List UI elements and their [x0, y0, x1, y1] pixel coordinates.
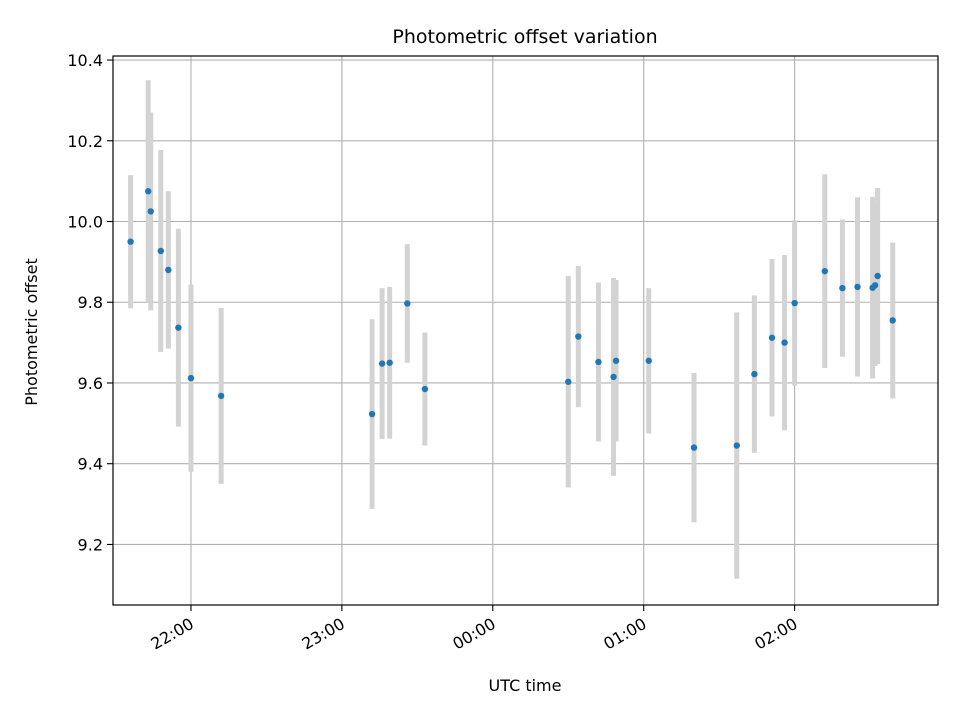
data-point: [871, 282, 879, 289]
x-axis-label: UTC time: [489, 676, 562, 695]
data-point: [145, 188, 152, 195]
data-point: [854, 283, 861, 291]
data-points: [127, 188, 896, 451]
y-tick-label: 10.2: [67, 132, 103, 151]
data-point: [821, 267, 829, 275]
data-point: [595, 358, 602, 366]
plot-frame: [112, 55, 939, 606]
data-point: [127, 238, 134, 245]
data-point: [404, 300, 411, 307]
y-tick-label: 10.4: [67, 51, 103, 70]
data-point: [368, 410, 376, 418]
data-point: [165, 266, 172, 274]
data-point: [187, 374, 195, 382]
data-point: [690, 444, 698, 451]
data-point: [147, 208, 154, 215]
y-tick-label: 9.8: [78, 293, 103, 312]
data-point: [575, 333, 582, 340]
data-point: [157, 247, 164, 255]
data-point: [874, 272, 881, 280]
data-point: [217, 392, 225, 400]
y-tick-label: 9.4: [78, 455, 103, 474]
data-point: [610, 373, 617, 381]
y-axis-label: Photometric offset: [22, 258, 41, 406]
y-tick-label: 10.0: [67, 213, 103, 232]
data-point: [421, 385, 429, 393]
y-tick-label: 9.6: [78, 374, 103, 393]
y-tick-label: 9.2: [78, 535, 103, 554]
data-point: [768, 334, 776, 341]
data-point: [839, 284, 846, 292]
data-point: [733, 442, 740, 449]
data-point: [791, 299, 798, 307]
data-point: [781, 339, 788, 346]
data-point: [175, 324, 182, 331]
data-point: [751, 370, 758, 378]
data-point: [612, 357, 620, 364]
chart-title: Photometric offset variation: [392, 26, 657, 48]
y-axis-ticks: 9.2 9.4 9.6 9.8 10.0 10.2 10.4: [67, 51, 113, 554]
data-point: [645, 357, 652, 364]
data-point: [565, 378, 572, 385]
data-point: [889, 317, 896, 324]
data-point: [378, 360, 386, 367]
data-point: [386, 359, 393, 366]
